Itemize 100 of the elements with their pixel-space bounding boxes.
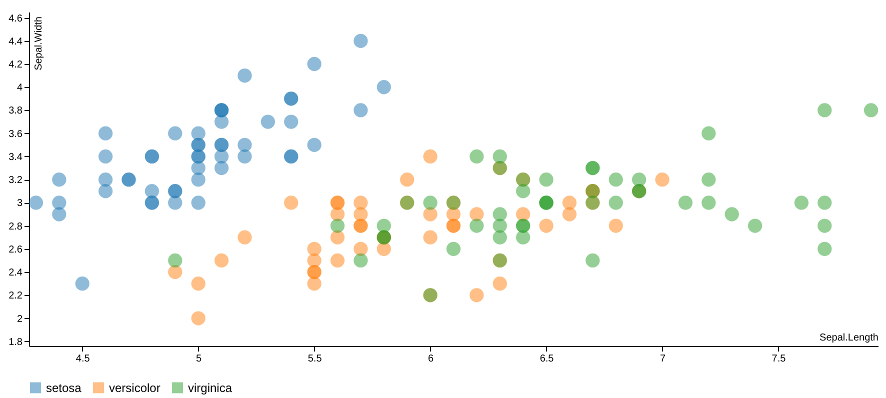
point [214,160,229,176]
point [470,149,484,164]
point [492,276,507,291]
point [307,138,322,152]
point [376,218,391,233]
y-tick-label: 3.8 [8,106,23,117]
point [632,172,646,187]
point [376,242,391,256]
point [354,103,368,118]
point [818,242,832,256]
y-tick-label: 4 [16,82,23,94]
point [539,172,554,187]
point [539,218,554,233]
point [191,196,206,210]
y-tick-label: 1.8 [8,336,23,348]
y-tick-label: 3.4 [8,152,23,163]
point [864,103,878,118]
point [794,196,809,210]
point [98,126,113,140]
y-tick-label: 4.2 [8,60,23,71]
point [516,184,530,198]
point [75,276,90,291]
point [307,253,322,268]
point [470,207,484,222]
point [191,126,206,140]
point [238,230,252,244]
point [52,207,66,222]
point [586,253,600,268]
x-tick-label: 7.5 [772,354,786,364]
point [446,242,461,256]
point [470,288,484,302]
point [191,311,206,326]
point [818,218,832,233]
point [516,230,530,244]
point [52,172,66,187]
point [330,230,345,244]
x-tick-label: 7 [660,354,666,364]
point [423,196,438,210]
point [608,218,623,233]
x-tick-label: 6.5 [540,354,554,364]
point [400,172,414,187]
y-tick-label: 2.2 [8,290,23,302]
point [168,253,182,268]
point [191,276,206,291]
point [168,126,182,140]
legend-label: virginica [188,380,232,395]
y-tick-label: 3.2 [8,175,23,186]
point [168,264,182,280]
point [307,276,322,291]
point [214,149,229,164]
point [423,230,438,244]
point [354,207,368,222]
point [330,218,345,233]
point [214,114,229,129]
y-tick-label: 2.8 [8,221,23,232]
x-tick-label: 5.5 [308,354,322,364]
point [702,196,716,210]
point [492,230,507,244]
point [818,196,832,210]
point [423,149,438,164]
point [516,207,530,222]
point [98,184,113,198]
point [492,149,507,164]
point [238,138,252,152]
y-tick-label: 4.6 [8,13,23,24]
point [144,184,160,198]
legend-label: setosa [46,380,82,395]
point [52,196,66,210]
point [608,172,623,187]
point [354,253,368,268]
point [562,196,577,210]
point [354,34,368,48]
y-tick-label: 2 [16,314,23,325]
point [748,218,762,233]
point [98,149,113,164]
point [608,196,623,210]
point [562,207,577,222]
y-tick-label: 3 [16,198,23,210]
point [492,218,507,233]
y-tick-label: 3.6 [8,128,23,140]
point [284,114,298,129]
point [98,172,113,187]
y-tick-label: 2.4 [8,268,23,279]
point [354,196,368,210]
point [238,149,252,164]
point [376,80,391,94]
point [260,114,275,129]
point [354,242,368,256]
x-axis-title: Sepal.Length [820,332,878,344]
y-tick-label: 4.4 [8,36,23,48]
point [655,172,670,187]
point [702,126,716,140]
point [470,218,484,233]
x-tick-label: 6 [428,354,434,364]
point [284,196,298,210]
point [307,56,322,72]
y-axis-title: Sepal.Width [34,16,44,70]
point [28,196,44,210]
point [168,196,182,210]
point [818,103,832,118]
